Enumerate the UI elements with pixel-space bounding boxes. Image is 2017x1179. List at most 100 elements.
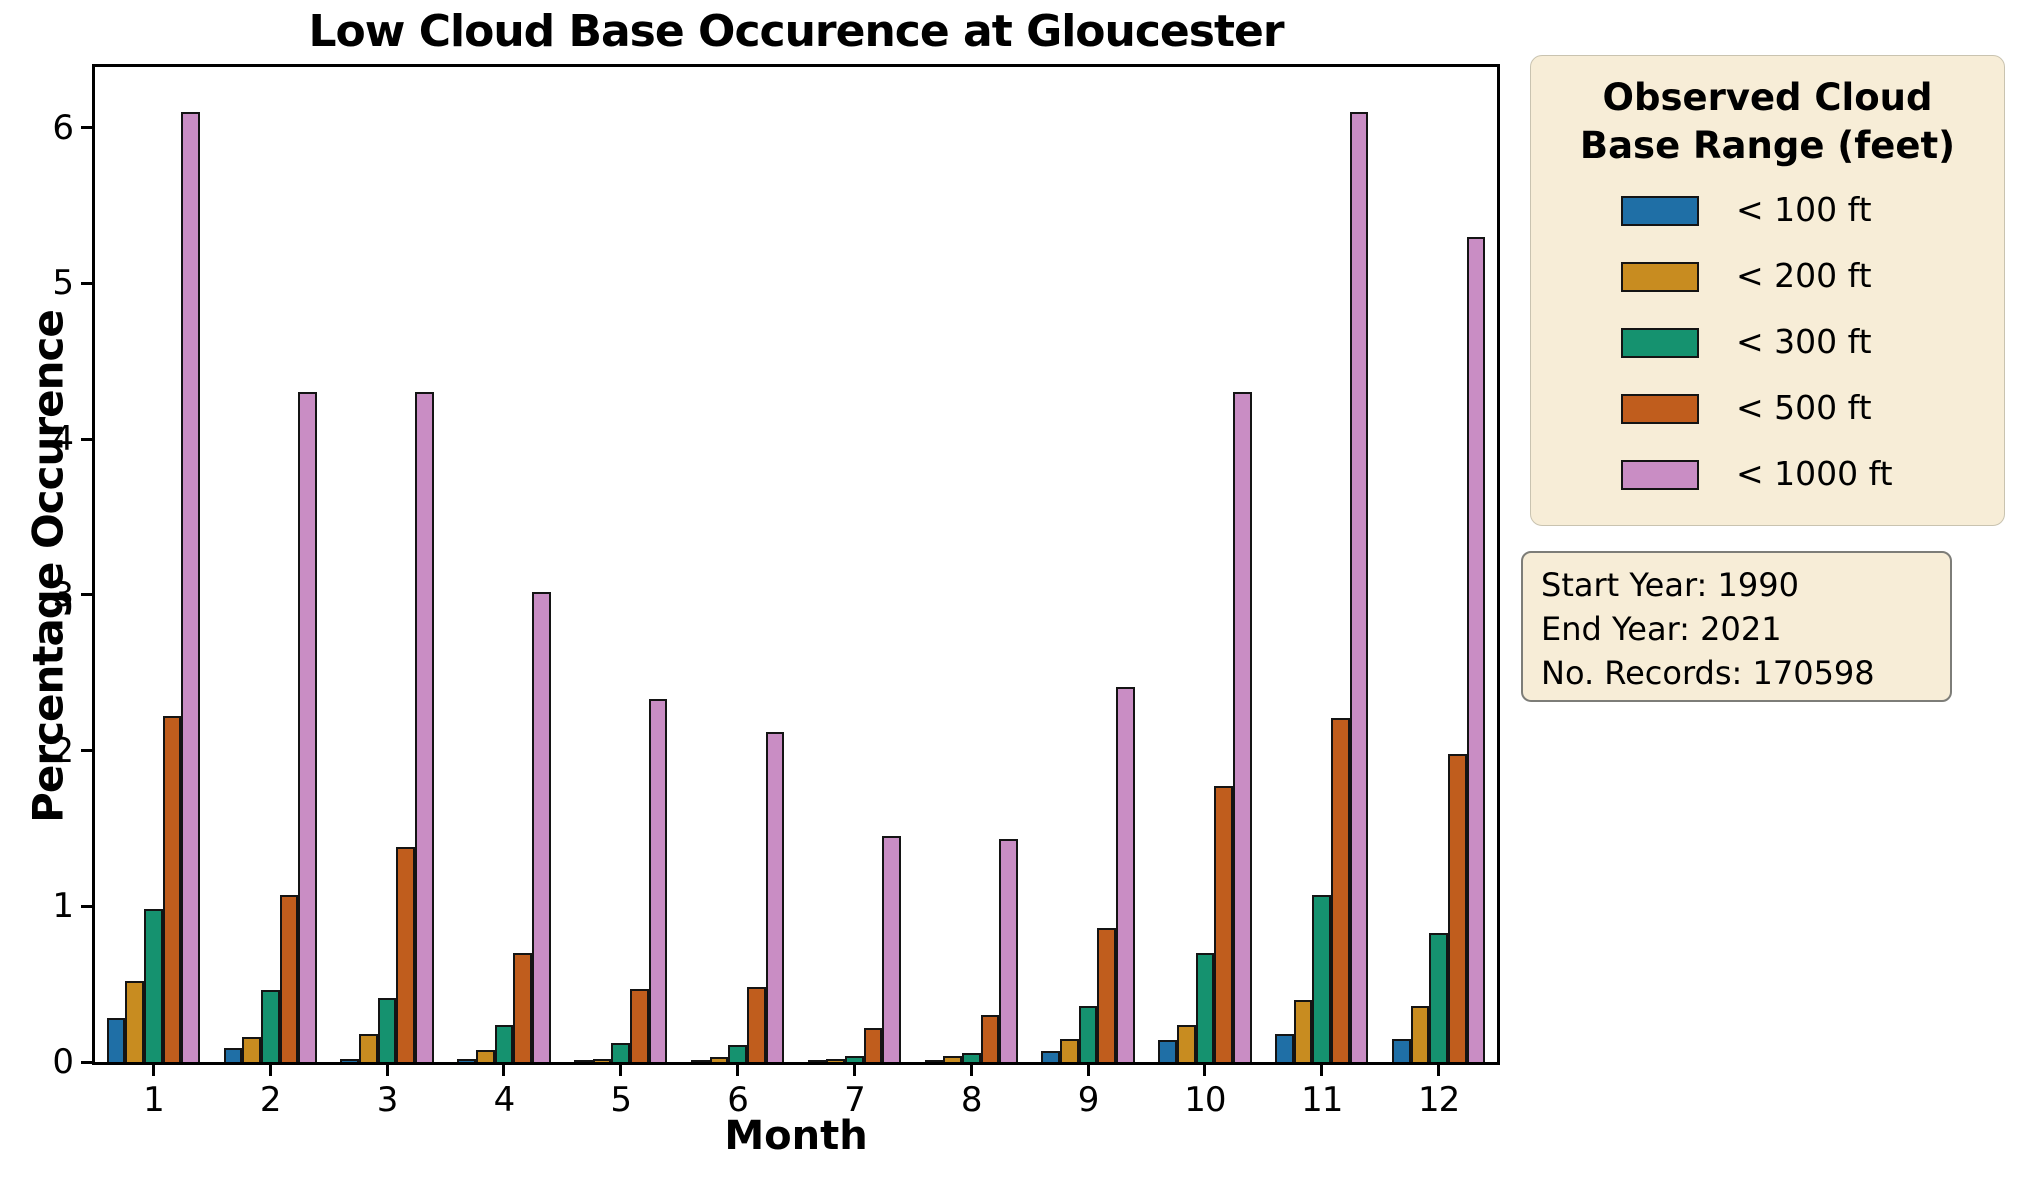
bar-month-5-100-ft	[574, 1060, 593, 1062]
bar-month-11-300-ft	[1312, 895, 1332, 1062]
bar-month-12-100-ft	[1391, 1038, 1411, 1062]
bar-month-3-300-ft	[377, 998, 397, 1062]
bar-month-5-200-ft	[592, 1058, 612, 1062]
bar-month-11-100-ft	[1275, 1033, 1294, 1062]
bar-month-4-200-ft	[475, 1049, 495, 1062]
bar-month-12-500-ft	[1447, 753, 1467, 1062]
bar-month-11-1000-ft	[1349, 112, 1369, 1062]
bar-month-7-300-ft	[845, 1055, 864, 1062]
legend-label-500-ft: < 500 ft	[1736, 388, 1872, 427]
bar-month-12-200-ft	[1410, 1005, 1430, 1062]
x-tick-mark-1	[151, 1065, 155, 1076]
x-tick-label-10: 10	[1184, 1080, 1226, 1120]
bar-month-4-500-ft	[513, 953, 532, 1062]
legend-label-200-ft: < 200 ft	[1736, 256, 1872, 295]
x-tick-mark-3	[385, 1065, 389, 1076]
bar-month-11-200-ft	[1293, 999, 1313, 1062]
bar-month-12-300-ft	[1429, 932, 1448, 1062]
y-tick-mark-0	[81, 1060, 92, 1064]
legend: Observed Cloud Base Range (feet) < 100 f…	[1530, 55, 2005, 526]
legend-swatch-500-ft	[1621, 394, 1699, 424]
bar-month-2-500-ft	[279, 895, 299, 1062]
y-tick-mark-5	[81, 281, 92, 285]
y-tick-label-3: 3	[52, 574, 74, 615]
bar-month-7-200-ft	[826, 1058, 846, 1062]
bar-month-9-200-ft	[1060, 1038, 1079, 1062]
x-tick-label-9: 9	[1077, 1080, 1100, 1120]
bar-month-3-500-ft	[396, 847, 416, 1062]
legend-item-300-ft: < 300 ft	[1531, 322, 2004, 368]
legend-item-100-ft: < 100 ft	[1531, 190, 2004, 236]
bar-month-10-500-ft	[1214, 786, 1233, 1062]
bar-month-2-200-ft	[242, 1037, 261, 1062]
bar-month-6-500-ft	[746, 987, 766, 1062]
bar-month-8-1000-ft	[999, 839, 1018, 1062]
x-tick-label-1: 1	[143, 1080, 165, 1120]
y-tick-label-5: 5	[52, 263, 74, 304]
bar-month-2-1000-ft	[298, 392, 317, 1062]
bar-month-8-200-ft	[943, 1055, 962, 1062]
bar-month-8-100-ft	[924, 1060, 944, 1062]
y-tick-label-2: 2	[52, 730, 74, 771]
y-tick-mark-1	[81, 904, 92, 908]
bar-month-7-1000-ft	[882, 836, 902, 1062]
y-tick-mark-6	[81, 126, 92, 130]
bar-month-6-300-ft	[728, 1044, 747, 1062]
x-tick-label-7: 7	[844, 1080, 866, 1120]
bar-month-2-300-ft	[260, 990, 280, 1062]
y-tick-label-0: 0	[52, 1042, 74, 1082]
bar-month-10-200-ft	[1176, 1024, 1196, 1062]
bar-month-4-300-ft	[494, 1024, 514, 1062]
legend-title: Observed Cloud Base Range (feet)	[1531, 74, 2004, 170]
legend-swatch-300-ft	[1621, 328, 1699, 358]
legend-swatch-100-ft	[1621, 196, 1699, 226]
legend-item-1000-ft: < 1000 ft	[1531, 454, 2004, 500]
info-end-year: End Year: 2021	[1541, 610, 1782, 648]
x-tick-mark-10	[1203, 1065, 1207, 1076]
x-axis-label: Month	[724, 1113, 868, 1159]
bar-month-11-500-ft	[1331, 717, 1350, 1062]
bar-month-7-100-ft	[807, 1060, 827, 1062]
x-tick-mark-9	[1086, 1065, 1090, 1076]
bar-month-3-1000-ft	[415, 392, 434, 1062]
bar-month-1-500-ft	[162, 716, 182, 1062]
bar-month-3-200-ft	[359, 1033, 378, 1062]
x-tick-label-8: 8	[960, 1080, 983, 1120]
bar-month-6-200-ft	[709, 1057, 729, 1062]
bar-month-8-500-ft	[980, 1015, 1000, 1062]
x-tick-label-12: 12	[1417, 1080, 1460, 1120]
bar-month-5-1000-ft	[648, 699, 668, 1062]
bar-month-5-300-ft	[611, 1043, 631, 1062]
x-tick-mark-11	[1320, 1065, 1324, 1076]
bar-month-6-100-ft	[690, 1060, 710, 1062]
bar-month-12-1000-ft	[1466, 236, 1486, 1062]
bar-month-5-500-ft	[630, 988, 649, 1062]
bar-month-1-1000-ft	[181, 112, 201, 1062]
info-num-records: No. Records: 170598	[1541, 654, 1875, 692]
x-tick-mark-4	[502, 1065, 506, 1076]
plot-area	[92, 64, 1500, 1065]
bar-month-9-500-ft	[1097, 928, 1117, 1062]
chart-title: Low Cloud Base Occurence at Gloucester	[308, 6, 1284, 57]
bar-month-1-300-ft	[144, 909, 163, 1062]
x-tick-mark-2	[268, 1065, 272, 1076]
bar-month-1-100-ft	[106, 1018, 126, 1062]
x-tick-mark-6	[736, 1065, 740, 1076]
x-tick-label-11: 11	[1301, 1080, 1343, 1120]
legend-title-line-2: Base Range (feet)	[1579, 124, 1956, 167]
y-axis-label: Percentage Occurence	[23, 310, 73, 823]
legend-label-100-ft: < 100 ft	[1736, 190, 1872, 229]
legend-title-line-1: Observed Cloud	[1602, 76, 1933, 119]
y-tick-label-4: 4	[52, 419, 74, 460]
bar-month-10-1000-ft	[1232, 392, 1252, 1062]
y-tick-mark-4	[81, 437, 92, 441]
bar-month-9-100-ft	[1041, 1051, 1061, 1062]
bar-month-3-100-ft	[340, 1058, 360, 1062]
y-tick-mark-3	[81, 593, 92, 597]
bar-month-4-1000-ft	[531, 591, 551, 1062]
legend-item-500-ft: < 500 ft	[1531, 388, 2004, 434]
x-tick-mark-12	[1437, 1065, 1441, 1076]
legend-label-1000-ft: < 1000 ft	[1736, 454, 1893, 493]
bar-month-8-300-ft	[961, 1052, 981, 1062]
x-tick-label-4: 4	[493, 1080, 516, 1120]
